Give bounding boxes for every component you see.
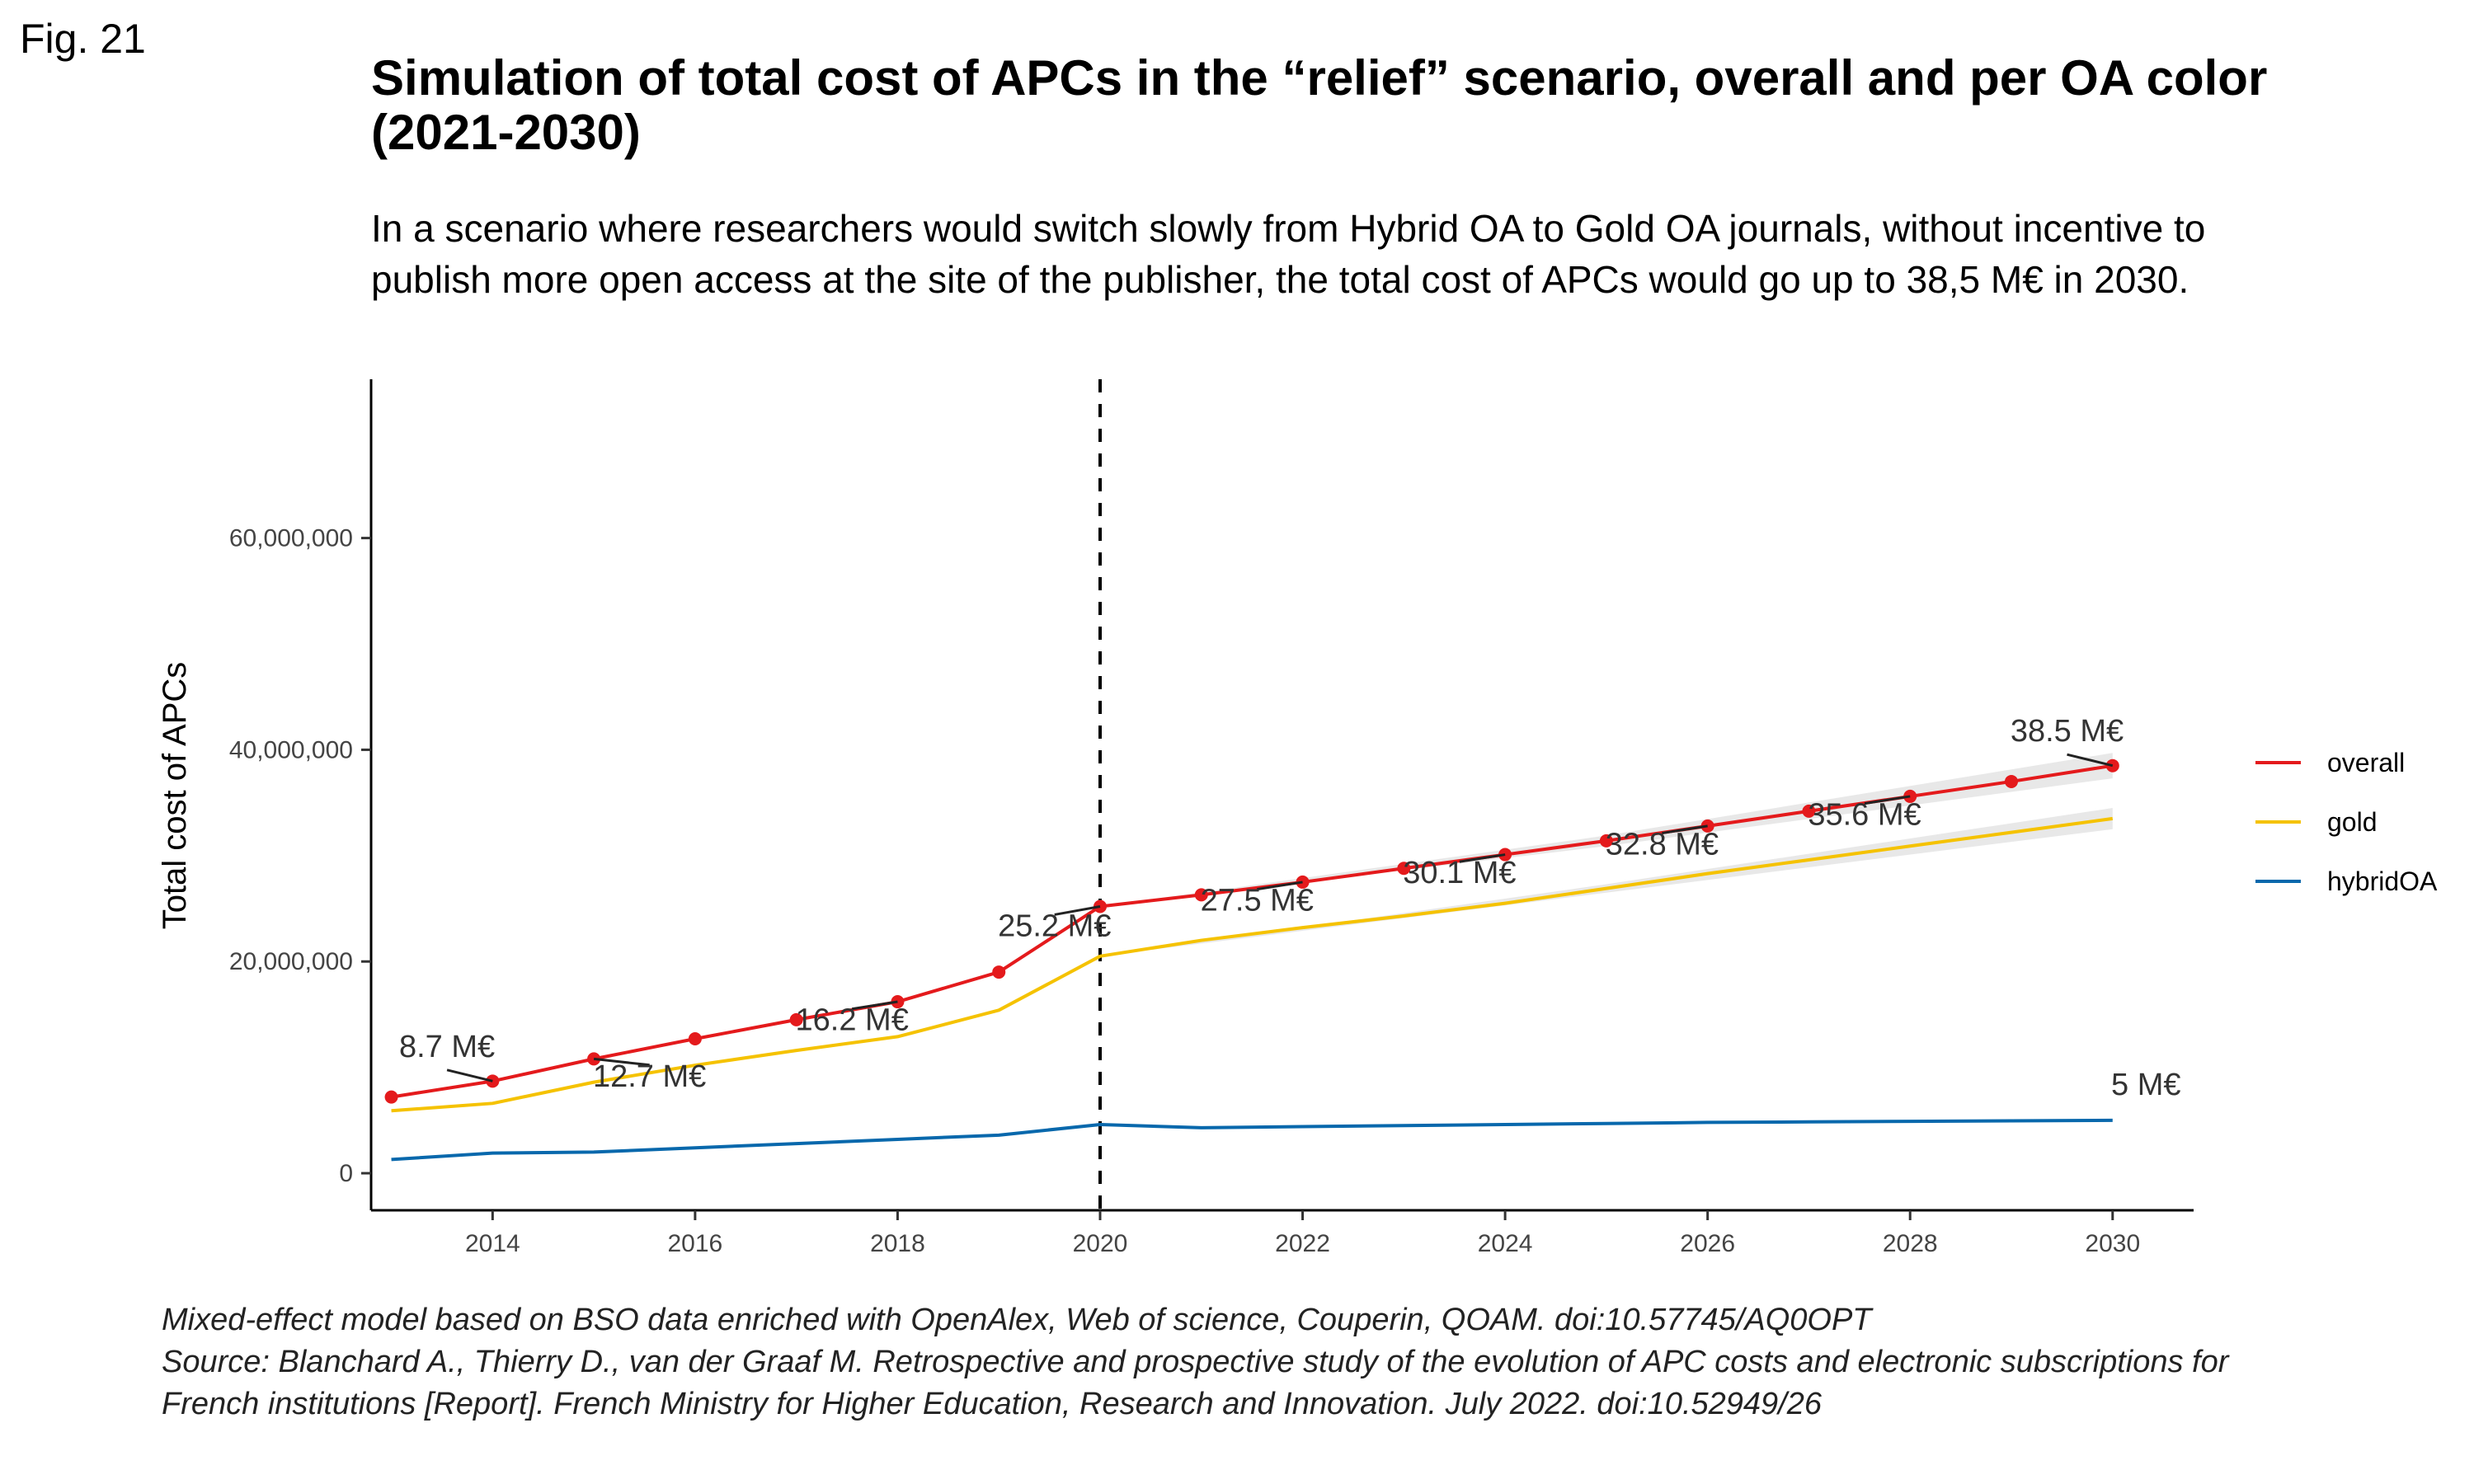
y-tick-label: 60,000,000 — [229, 525, 353, 552]
x-tick-label: 2018 — [870, 1230, 925, 1257]
legend-label: gold — [2327, 807, 2378, 837]
data-point-overall — [384, 1090, 398, 1104]
data-point-overall — [789, 1012, 803, 1026]
data-label: 32.8 M€ — [1606, 828, 1719, 862]
data-label-leader — [2067, 753, 2114, 768]
data-label: 38.5 M€ — [2011, 714, 2124, 749]
axes: 0 20,000,000 40,000,000 60,000,000 2014 2016… — [157, 379, 2194, 1257]
data-label-leader — [1864, 795, 1911, 805]
series-lines — [391, 763, 2114, 1162]
data-label-leader — [593, 1057, 650, 1067]
data-label-leader — [1054, 904, 1101, 916]
data-label: 27.5 M€ — [1201, 884, 1314, 918]
legend-label: hybridOA — [2327, 866, 2438, 896]
data-label-leader — [446, 1068, 493, 1082]
data-label-leader — [1257, 881, 1303, 891]
caption-line: French institutions [Report]. French Min… — [162, 1387, 1822, 1421]
data-point-overall — [2005, 774, 2018, 788]
data-label: 25.2 M€ — [998, 909, 1111, 943]
data-point-overall — [992, 965, 1006, 979]
y-axis-title: Total cost of APCs — [157, 662, 193, 930]
legend: overall gold hybridOA — [2255, 748, 2438, 896]
y-tick-label: 20,000,000 — [229, 948, 353, 975]
figure-label: Fig. 21 — [20, 16, 146, 62]
data-label: 8.7 M€ — [399, 1030, 495, 1064]
chart-caption: Mixed-effect model based on BSO data enr… — [162, 1299, 2454, 1425]
data-label-leader — [851, 1000, 898, 1011]
data-label: 35.6 M€ — [1808, 798, 1921, 833]
series-line-overall — [391, 763, 2114, 1099]
x-tick-label: 2020 — [1073, 1230, 1128, 1257]
data-point-overall — [688, 1031, 702, 1045]
series-line-hybridOA — [391, 1118, 2113, 1162]
series-line-gold — [391, 816, 2114, 1113]
data-label: 16.2 M€ — [796, 1003, 909, 1038]
x-tick-label: 2028 — [1883, 1230, 1938, 1257]
data-label-leader — [1662, 824, 1708, 835]
data-label: 30.1 M€ — [1403, 856, 1516, 890]
data-point-overall — [1397, 862, 1411, 876]
y-tick-label: 40,000,000 — [229, 736, 353, 763]
x-tick-label: 2016 — [668, 1230, 723, 1257]
data-label: 5 M€ — [2111, 1068, 2180, 1102]
y-tick-label: 0 — [339, 1160, 353, 1187]
data-point-overall — [1194, 888, 1208, 902]
chart-title: Simulation of total cost of APCs in the … — [371, 50, 2268, 160]
caption-line: Mixed-effect model based on BSO data enr… — [162, 1303, 1872, 1337]
legend-label: overall — [2327, 748, 2405, 777]
line-chart: 8.7 M€ 12.7 M€ 16.2 M€ 25.2 M€ 27.5 M€ 30.1 M… — [157, 379, 2438, 1257]
x-tick-label: 2014 — [465, 1230, 520, 1257]
x-tick-label: 2026 — [1680, 1230, 1735, 1257]
caption-line: Source: Blanchard A., Thierry D., van de… — [162, 1345, 2229, 1379]
y-axis-ticks: 0 20,000,000 40,000,000 60,000,000 — [229, 525, 371, 1187]
x-tick-label: 2024 — [1478, 1230, 1533, 1257]
chart-subtitle: In a scenario where researchers would sw… — [371, 207, 2206, 301]
data-point-overall — [1599, 834, 1613, 848]
data-label-leader — [1459, 853, 1506, 863]
x-tick-label: 2030 — [2085, 1230, 2140, 1257]
x-axis-ticks: 2014 2016 2018 2020 2022 2024 2026 2028 2030 — [465, 1210, 2140, 1257]
data-labels: 8.7 M€ 12.7 M€ 16.2 M€ 25.2 M€ 27.5 M€ 30.1 M… — [399, 714, 2181, 1102]
x-tick-label: 2022 — [1275, 1230, 1330, 1257]
data-label: 12.7 M€ — [593, 1059, 706, 1094]
data-point-overall — [1802, 804, 1816, 818]
